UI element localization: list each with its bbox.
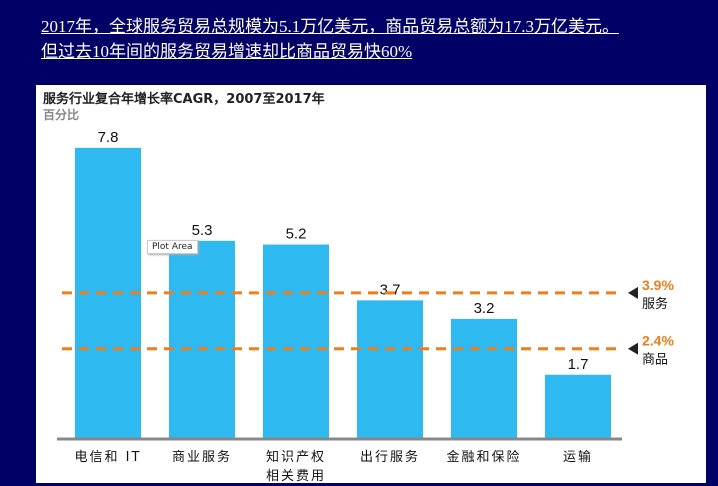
reference-marker-icon: [628, 342, 638, 355]
reference-name-label: 商品: [642, 353, 668, 368]
y-axis-label: 百分比: [43, 108, 80, 122]
x-tick-label: 相关费用: [266, 469, 326, 484]
bar: [169, 240, 235, 438]
reference-value-label: 2.4%: [642, 333, 674, 349]
x-tick-label: 出行服务: [360, 449, 420, 465]
plot-area-tooltip: Plot Area: [147, 240, 198, 254]
data-label: 1.7: [568, 356, 589, 373]
headline-line-2: 但过去10年间的服务贸易增速却比商品贸易快60%: [41, 42, 413, 61]
chart-title: 服务行业复合年增长率CAGR，2007至2017年: [43, 92, 325, 107]
x-tick-label: 知识产权: [266, 449, 326, 465]
bar: [451, 318, 517, 438]
data-label: 7.8: [98, 129, 119, 146]
x-tick-label: 商业服务: [172, 449, 232, 465]
reference-value-label: 3.9%: [642, 277, 674, 293]
data-label: 3.7: [380, 281, 401, 298]
headline: 2017年，全球服务贸易总规模为5.1万亿美元，商品贸易总额为17.3万亿美元。…: [41, 14, 619, 64]
reference-marker-icon: [628, 286, 638, 299]
reference-name-label: 服务: [642, 296, 668, 312]
bar: [545, 374, 611, 438]
bar: [357, 300, 423, 438]
x-tick-label: 电信和 IT: [75, 450, 142, 465]
data-label: 3.2: [474, 300, 495, 317]
data-label: 5.3: [192, 222, 213, 239]
headline-line-1: 2017年，全球服务贸易总规模为5.1万亿美元，商品贸易总额为17.3万亿美元。: [41, 17, 619, 36]
x-tick-label: 运输: [563, 449, 593, 465]
bar: [263, 244, 329, 438]
x-tick-label: 金融和保险: [446, 449, 521, 465]
data-label: 5.2: [286, 226, 307, 243]
